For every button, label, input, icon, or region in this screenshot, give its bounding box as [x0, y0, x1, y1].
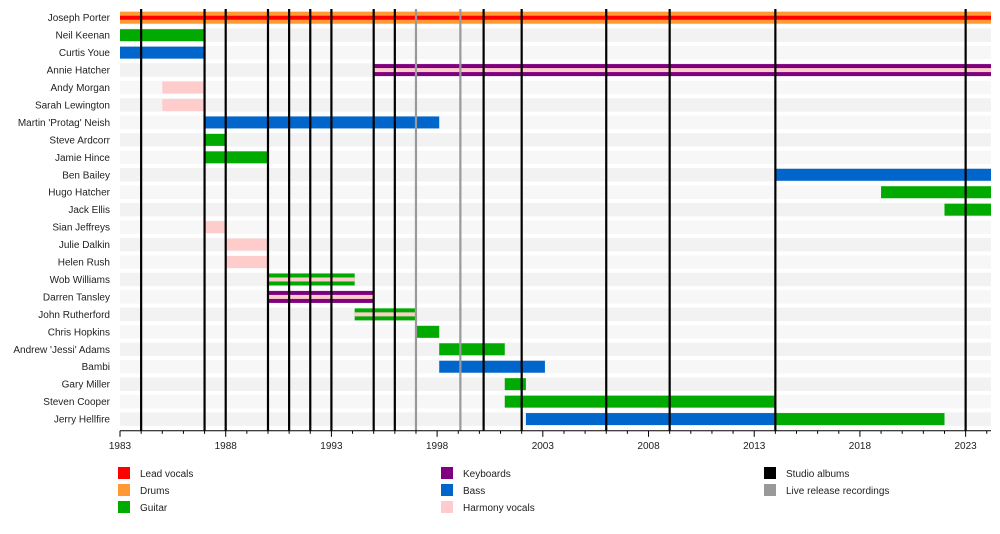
- row-stripe: [120, 80, 991, 95]
- row-stripe: [120, 342, 991, 356]
- member-name-jerry-hellfire: Jerry Hellfire: [54, 415, 111, 426]
- bar-neil-keenan-guitar: [120, 29, 205, 42]
- row-stripe: [120, 307, 991, 322]
- legend: Lead vocals Drums Guitar Keyboards Bass Harmo…: [118, 467, 889, 514]
- bar-julie-dalkin-harmony-vocals: [225, 238, 268, 251]
- bar-jamie-hince-guitar: [204, 151, 268, 164]
- event-lines: [140, 9, 967, 431]
- legend-swatch-bass: [441, 484, 453, 496]
- row-stripe: [120, 28, 991, 42]
- legend-swatch-harmony-vocals: [441, 501, 453, 513]
- bar-steve-ardcorr-guitar: [204, 133, 226, 146]
- member-name-annie-hatcher: Annie Hatcher: [47, 66, 111, 77]
- legend-label-guitar: Guitar: [140, 503, 168, 514]
- bar-curtis-youe-bass: [120, 46, 205, 59]
- member-names: Joseph Porter Neil Keenan Curtis Youe Annie…: [13, 13, 110, 425]
- x-tick-label: 2023: [955, 441, 978, 452]
- row-stripe: [120, 325, 991, 339]
- x-tick-label: 1993: [320, 441, 343, 452]
- x-tick-label: 1998: [426, 441, 449, 452]
- member-name-andrew-jessi-adams: Andrew 'Jessi' Adams: [13, 345, 110, 356]
- bar-annie-hatcher-harmony-vocals: [373, 68, 991, 73]
- legend-swatch-drums: [118, 484, 130, 496]
- bar-martin-protag-neish-bass: [204, 116, 440, 129]
- bar-ben-bailey-bass: [775, 168, 991, 181]
- row-stripe: [120, 377, 991, 391]
- legend-label-live: Live release recordings: [786, 486, 889, 497]
- bar-darren-tansley-harmony-vocals: [267, 294, 374, 299]
- bar-andy-morgan-harmony-vocals: [162, 81, 205, 94]
- legend-swatch-guitar: [118, 501, 130, 513]
- bar-sian-jeffreys-harmony-vocals: [204, 221, 226, 234]
- member-name-curtis-youe: Curtis Youe: [59, 48, 111, 59]
- bar-sarah-lewington-harmony-vocals: [162, 98, 205, 111]
- row-stripe: [120, 150, 991, 165]
- x-tick-label: 1983: [109, 441, 132, 452]
- member-name-ben-bailey: Ben Bailey: [62, 170, 110, 181]
- member-name-neil-keenan: Neil Keenan: [56, 31, 110, 42]
- bar-jack-ellis-guitar: [944, 203, 991, 216]
- row-stripe: [120, 290, 991, 304]
- member-name-helen-rush: Helen Rush: [58, 258, 110, 269]
- legend-label-lead-vocals: Lead vocals: [140, 469, 193, 480]
- member-name-hugo-hatcher: Hugo Hatcher: [48, 188, 110, 199]
- member-name-andy-morgan: Andy Morgan: [51, 83, 110, 94]
- bar-steven-cooper-guitar: [504, 395, 776, 408]
- legend-swatch-keyboards: [441, 467, 453, 479]
- row-stripe: [120, 237, 991, 252]
- legend-label-harmony-vocals: Harmony vocals: [463, 503, 535, 514]
- bar-jerry-hellfire-guitar: [775, 413, 945, 426]
- row-stripe: [120, 185, 991, 199]
- bar-hugo-hatcher-guitar: [881, 186, 991, 199]
- x-tick-label: 1988: [215, 441, 238, 452]
- member-name-jamie-hince: Jamie Hince: [55, 153, 110, 164]
- member-name-wob-williams: Wob Williams: [50, 275, 110, 286]
- legend-label-keyboards: Keyboards: [463, 469, 511, 480]
- legend-swatch-lead-vocals: [118, 467, 130, 479]
- member-name-steven-cooper: Steven Cooper: [43, 397, 110, 408]
- bar-jerry-hellfire-bass: [525, 413, 776, 426]
- member-name-steve-ardcorr: Steve Ardcorr: [49, 135, 110, 146]
- legend-label-drums: Drums: [140, 486, 169, 497]
- x-tick-label: 2018: [849, 441, 872, 452]
- member-name-john-rutherford: John Rutherford: [38, 310, 110, 321]
- member-name-jack-ellis: Jack Ellis: [68, 205, 110, 216]
- x-tick-label: 2013: [743, 441, 766, 452]
- member-name-julie-dalkin: Julie Dalkin: [59, 240, 110, 251]
- row-stripe: [120, 255, 991, 269]
- legend-swatch-studio: [764, 467, 776, 479]
- row-stripe: [120, 202, 991, 217]
- row-stripe: [120, 168, 991, 182]
- member-name-gary-miller: Gary Miller: [62, 380, 111, 391]
- legend-label-bass: Bass: [463, 486, 485, 497]
- row-stripe: [120, 272, 991, 287]
- member-name-sarah-lewington: Sarah Lewington: [35, 100, 110, 111]
- row-stripe: [120, 45, 991, 60]
- member-name-chris-hopkins: Chris Hopkins: [48, 327, 110, 338]
- bar-chris-hopkins-guitar: [415, 325, 440, 338]
- member-name-sian-jeffreys: Sian Jeffreys: [52, 223, 110, 234]
- bar-john-rutherford-harmony-vocals: [354, 312, 416, 317]
- legend-swatch-live: [764, 484, 776, 496]
- bar-helen-rush-harmony-vocals: [225, 256, 268, 269]
- row-stripe: [120, 98, 991, 112]
- member-name-darren-tansley: Darren Tansley: [43, 292, 110, 303]
- bar-andrew-jessi-adams-guitar: [439, 343, 505, 356]
- bar-bambi-bass: [439, 360, 545, 373]
- member-name-martin-protag-neish: Martin 'Protag' Neish: [18, 118, 110, 129]
- x-axis: 1983 1988 1993 1998 2003 2008 2013 2018 2023: [109, 430, 991, 452]
- x-tick-label: 2008: [637, 441, 660, 452]
- legend-label-studio: Studio albums: [786, 469, 849, 480]
- bar-joseph-porter-lead-vocals: [120, 15, 991, 20]
- x-tick-label: 2003: [532, 441, 555, 452]
- row-stripe: [120, 360, 991, 374]
- member-name-joseph-porter: Joseph Porter: [48, 13, 111, 24]
- member-name-bambi: Bambi: [82, 362, 110, 373]
- row-stripe: [120, 220, 991, 234]
- row-stripe: [120, 133, 991, 147]
